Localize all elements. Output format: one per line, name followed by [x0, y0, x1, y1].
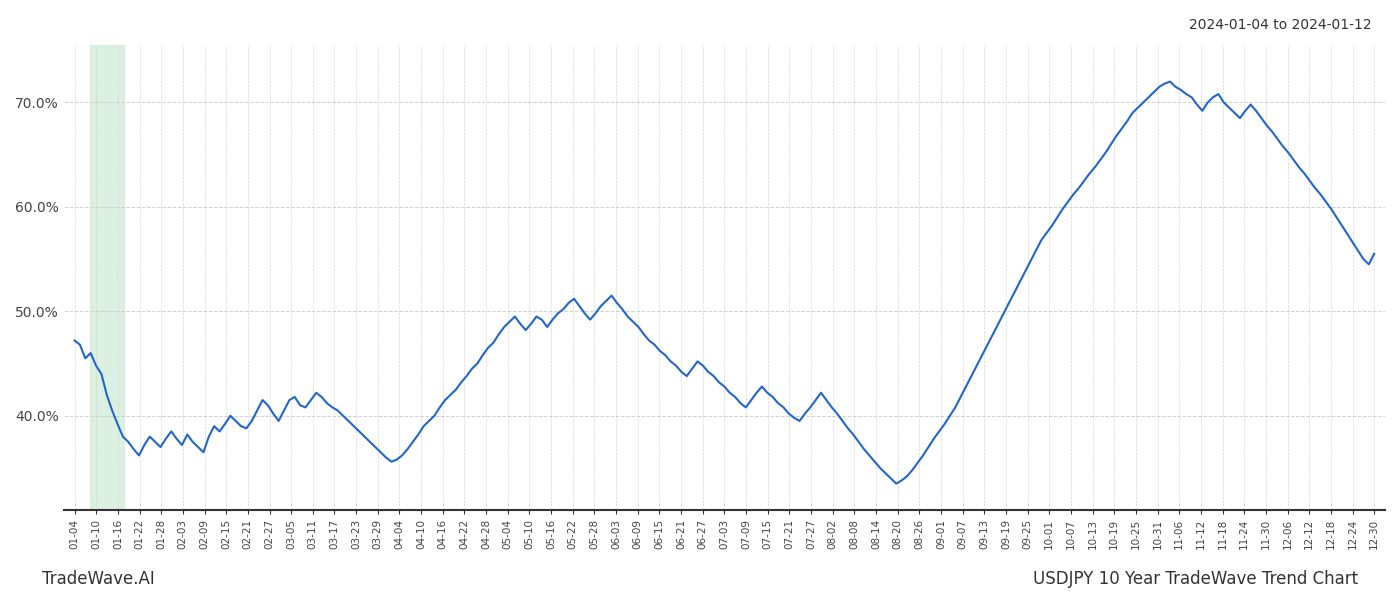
Bar	[90, 45, 125, 510]
Text: TradeWave.AI: TradeWave.AI	[42, 570, 155, 588]
Text: USDJPY 10 Year TradeWave Trend Chart: USDJPY 10 Year TradeWave Trend Chart	[1033, 570, 1358, 588]
Text: 2024-01-04 to 2024-01-12: 2024-01-04 to 2024-01-12	[1190, 18, 1372, 32]
